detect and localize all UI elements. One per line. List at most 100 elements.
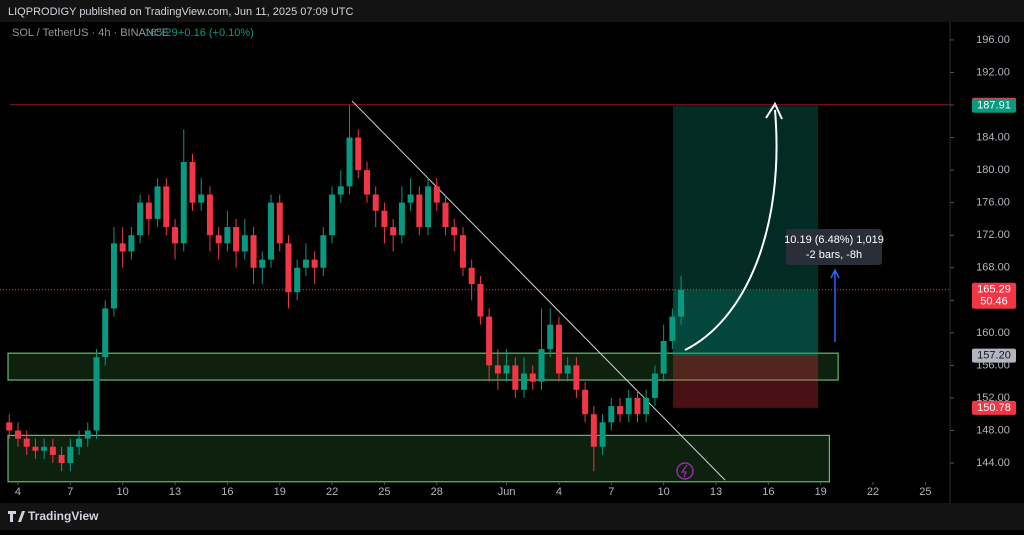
candle-body: [608, 406, 615, 423]
candle-body: [503, 365, 510, 374]
y-tick-label: 152.00: [976, 392, 1010, 404]
event-icon: [676, 462, 694, 480]
candle-body: [459, 235, 466, 268]
candle-body: [189, 161, 196, 203]
candle-body: [425, 186, 432, 228]
candle-body: [355, 137, 362, 171]
candle-body: [529, 373, 536, 382]
candle-body: [521, 373, 528, 390]
candle-body: [224, 227, 231, 244]
candle-body: [302, 259, 309, 268]
candle-body: [172, 227, 179, 244]
x-tick-label: 16: [221, 486, 233, 498]
y-tick-label: 180.00: [976, 164, 1010, 176]
curved-arrow: [684, 109, 778, 351]
candle-body: [477, 284, 484, 317]
candle-body: [285, 243, 292, 293]
x-tick-label: 7: [608, 486, 614, 498]
price-label-box: [972, 98, 1016, 113]
price-label-box: [972, 348, 1016, 363]
y-tick-label: 192.00: [976, 66, 1010, 78]
candle-body: [651, 373, 658, 398]
x-tick-label: 28: [431, 486, 443, 498]
zone: [7, 352, 839, 381]
change: +0.16 (+0.10%): [178, 27, 254, 39]
candle-body: [294, 267, 301, 293]
x-tick-label: 16: [762, 486, 774, 498]
candle-body: [102, 308, 109, 358]
y-tick-label: 148.00: [976, 424, 1010, 436]
candle-body: [494, 365, 501, 374]
candle-body: [512, 365, 519, 390]
measure-box: [786, 229, 882, 265]
candle-body: [233, 227, 240, 252]
candle-body: [372, 194, 379, 211]
price-label: 150.78: [977, 402, 1011, 414]
y-tick-label: 160.00: [976, 327, 1010, 339]
y-tick-label: 196.00: [976, 34, 1010, 46]
candle-body: [337, 186, 344, 195]
candle-body: [14, 430, 21, 439]
candle-body: [346, 137, 353, 187]
logo: [8, 511, 25, 522]
trendline: [351, 100, 726, 481]
measure-text: -2 bars, -8h: [806, 249, 862, 261]
symbol: SOL / TetherUS · 4h · BINANCE: [12, 27, 169, 39]
candle-body: [573, 365, 580, 390]
candle-body: [250, 235, 257, 268]
candle-body: [119, 243, 126, 252]
candle-body: [137, 202, 144, 236]
candle-body: [84, 430, 91, 439]
candle-body: [363, 170, 370, 195]
candle-body: [259, 259, 266, 268]
candle-body: [590, 414, 597, 447]
candle-body: [555, 324, 562, 374]
candle-body: [76, 438, 83, 447]
candle-body: [41, 446, 48, 451]
candle-body: [276, 202, 283, 244]
candle-body: [538, 349, 545, 382]
candle-body: [110, 243, 117, 309]
candle-body: [416, 194, 423, 228]
countdown: 50.46: [980, 296, 1008, 308]
candle-body: [320, 235, 327, 268]
arrow-head: [765, 101, 783, 120]
candle-body: [442, 202, 449, 228]
last-price: 165.29: [144, 27, 178, 39]
x-tick-label: 22: [867, 486, 879, 498]
candle-body: [6, 422, 13, 431]
candle-body: [198, 194, 205, 203]
candle-body: [58, 454, 65, 464]
x-tick-label: 4: [556, 486, 562, 498]
candle-body: [634, 397, 641, 415]
x-tick-label: 19: [274, 486, 286, 498]
candle-body: [564, 365, 571, 374]
candle-body: [215, 235, 222, 244]
candle-body: [398, 202, 405, 236]
candle-body: [617, 406, 624, 415]
bottom-bar: [0, 503, 1024, 530]
x-tick-label: 22: [326, 486, 338, 498]
publisher: LIQPRODIGY published on TradingView.com,…: [8, 6, 354, 18]
candle-body: [67, 446, 74, 464]
candle-body: [206, 194, 213, 236]
top-bar: [0, 0, 1024, 22]
price-label: 157.20: [977, 350, 1011, 362]
x-tick-label: 19: [815, 486, 827, 498]
candle-body: [625, 397, 632, 415]
x-tick-label: 13: [169, 486, 181, 498]
zone: [7, 434, 831, 483]
price-label-box: [972, 400, 1016, 415]
candle-body: [180, 161, 187, 244]
candle-body: [451, 227, 458, 236]
candle-body: [407, 194, 414, 203]
candle-body: [669, 316, 676, 341]
x-tick-label: 4: [15, 486, 21, 498]
y-tick-label: 172.00: [976, 229, 1010, 241]
candle-body: [128, 235, 135, 252]
x-tick-label: Jun: [498, 486, 516, 498]
candle-body: [381, 210, 388, 228]
candle-body: [268, 202, 275, 260]
candle-body: [468, 267, 475, 285]
